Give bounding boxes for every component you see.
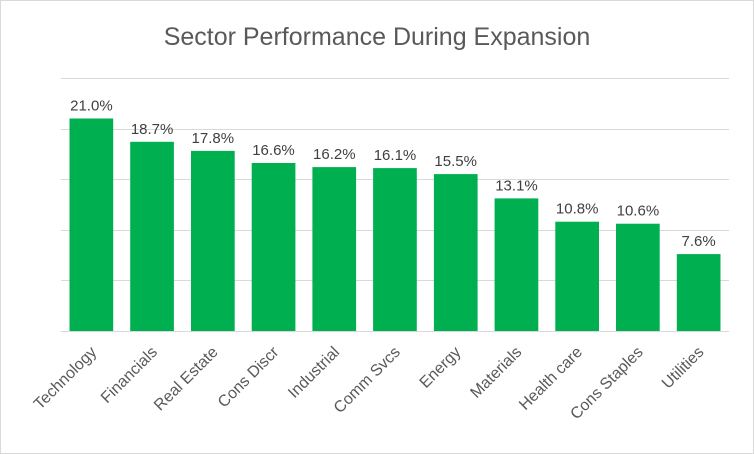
data-labels: 21.0% 18.7% 17.8% 16.6% 16.2% 16.1% 15.5% 13.1%… bbox=[70, 98, 716, 251]
data-label: 10.6% bbox=[617, 203, 660, 220]
x-tick-label: Utilities bbox=[659, 344, 707, 392]
bar bbox=[69, 118, 114, 331]
data-label: 16.1% bbox=[374, 147, 417, 164]
data-label: 7.6% bbox=[681, 233, 715, 250]
x-tick-label: Financials bbox=[98, 344, 161, 407]
bar bbox=[251, 163, 296, 331]
bar bbox=[433, 174, 478, 331]
bar bbox=[555, 221, 599, 331]
x-tick-label: Energy bbox=[417, 344, 465, 392]
data-label: 16.6% bbox=[252, 142, 295, 159]
bar bbox=[312, 167, 357, 331]
x-tick-label: Technology bbox=[31, 344, 100, 413]
bars bbox=[69, 118, 721, 331]
x-tick-label: Industrial bbox=[285, 344, 343, 402]
bar bbox=[676, 254, 721, 331]
data-label: 17.8% bbox=[192, 130, 235, 147]
data-label: 10.8% bbox=[556, 201, 599, 218]
bar bbox=[130, 141, 174, 331]
data-label: 21.0% bbox=[70, 98, 113, 115]
data-label: 18.7% bbox=[131, 121, 174, 138]
data-label: 16.2% bbox=[313, 146, 356, 163]
x-tick-label: Materials bbox=[467, 344, 525, 402]
bar bbox=[616, 223, 660, 331]
bar bbox=[191, 150, 235, 331]
data-label: 13.1% bbox=[495, 177, 538, 194]
x-tick-label: Cons Discr bbox=[215, 343, 283, 411]
bar bbox=[494, 198, 539, 331]
bar bbox=[373, 168, 417, 331]
x-tick-label: Real Estate bbox=[151, 344, 222, 415]
chart-title: Sector Performance During Expansion bbox=[164, 23, 591, 51]
data-label: 15.5% bbox=[434, 153, 477, 170]
